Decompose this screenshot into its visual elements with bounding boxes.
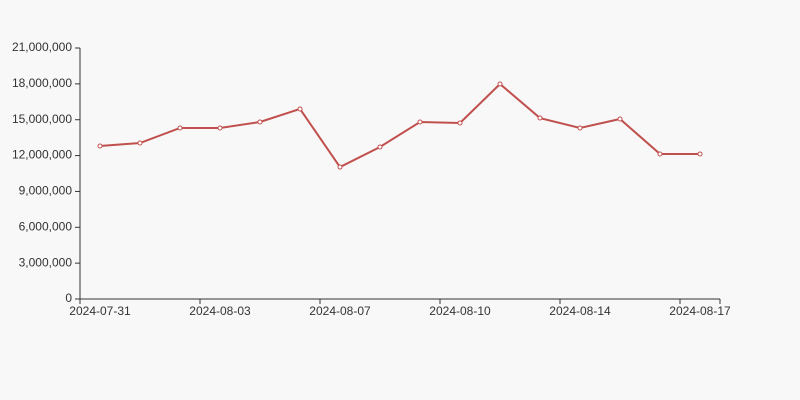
x-tick-label: 2024-08-03 [189, 304, 251, 318]
x-tick-label: 2024-08-07 [309, 304, 371, 318]
point [257, 119, 263, 125]
x-tick-label: 2024-08-17 [669, 304, 731, 318]
y-tick-label: 9,000,000 [19, 184, 73, 198]
x-tick-label: 2024-08-10 [429, 304, 491, 318]
point [497, 81, 503, 87]
point [537, 115, 543, 121]
point [137, 140, 143, 146]
line [99, 82, 700, 169]
x-tick-label: 2024-08-14 [549, 304, 611, 318]
point [657, 151, 663, 157]
point [617, 116, 623, 122]
point [457, 120, 463, 126]
point [297, 106, 303, 112]
point [337, 164, 343, 170]
point [577, 125, 583, 131]
point [417, 119, 423, 125]
point [97, 143, 103, 149]
y-tick-label: 12,000,000 [12, 148, 72, 162]
x-tick-label: 2024-07-31 [69, 304, 131, 318]
y-tick-label: 15,000,000 [12, 112, 72, 126]
point [217, 125, 223, 131]
y-tick-label: 21,000,000 [12, 40, 72, 54]
y-tick-label: 3,000,000 [19, 255, 73, 269]
y-tick-label: 0 [65, 291, 72, 305]
point [377, 144, 383, 150]
point [697, 151, 703, 157]
y-tick-label: 18,000,000 [12, 76, 72, 90]
y-tick-label: 6,000,000 [19, 219, 73, 233]
point [177, 125, 183, 131]
